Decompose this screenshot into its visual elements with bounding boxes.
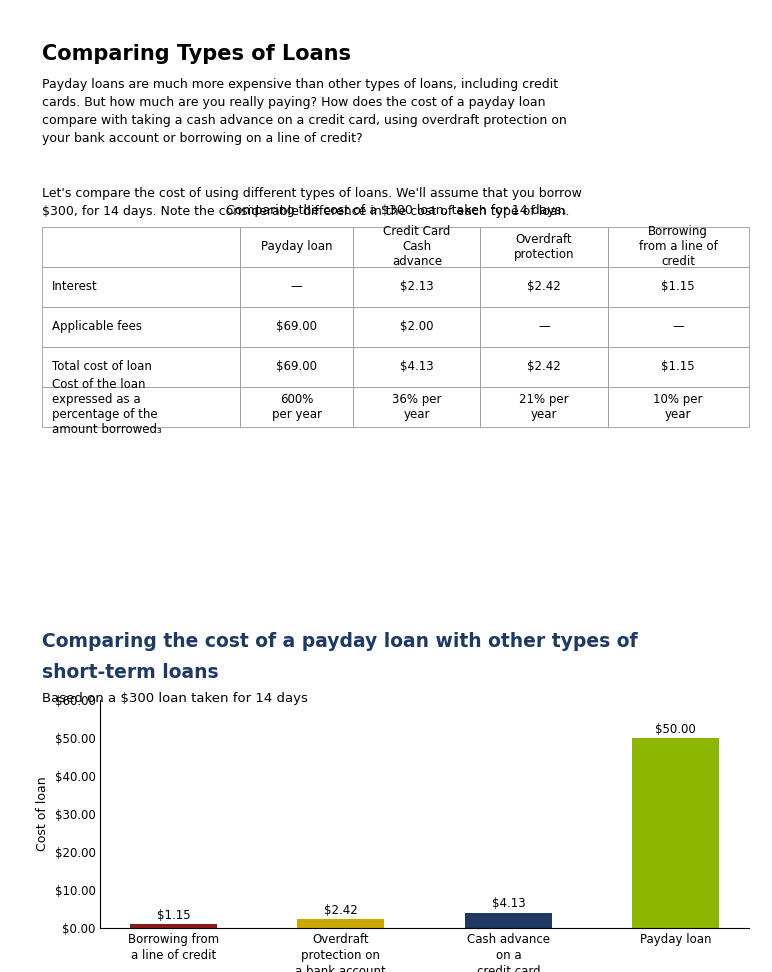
Bar — [130, 923, 217, 928]
Text: Based on a $300 loan taken for 14 days: Based on a $300 loan taken for 14 days — [42, 692, 308, 705]
Bar — [297, 920, 384, 928]
Text: Comparing Types of Loans: Comparing Types of Loans — [42, 44, 351, 64]
Y-axis label: Cost of loan: Cost of loan — [36, 777, 49, 851]
Text: Comparing the cost of a $300 loan, taken for 14 days₁: Comparing the cost of a $300 loan, taken… — [225, 204, 566, 217]
Text: $50.00: $50.00 — [655, 722, 696, 736]
Bar — [465, 913, 552, 928]
Text: short-term loans: short-term loans — [42, 663, 219, 682]
Text: $4.13: $4.13 — [492, 897, 525, 910]
Text: $2.42: $2.42 — [324, 904, 357, 917]
Text: Let's compare the cost of using different types of loans. We'll assume that you : Let's compare the cost of using differen… — [42, 187, 582, 218]
Bar — [632, 738, 720, 928]
Text: Comparing the cost of a payday loan with other types of: Comparing the cost of a payday loan with… — [42, 632, 638, 651]
Text: $1.15: $1.15 — [157, 909, 190, 921]
Text: Payday loans are much more expensive than other types of loans, including credit: Payday loans are much more expensive tha… — [42, 78, 567, 145]
